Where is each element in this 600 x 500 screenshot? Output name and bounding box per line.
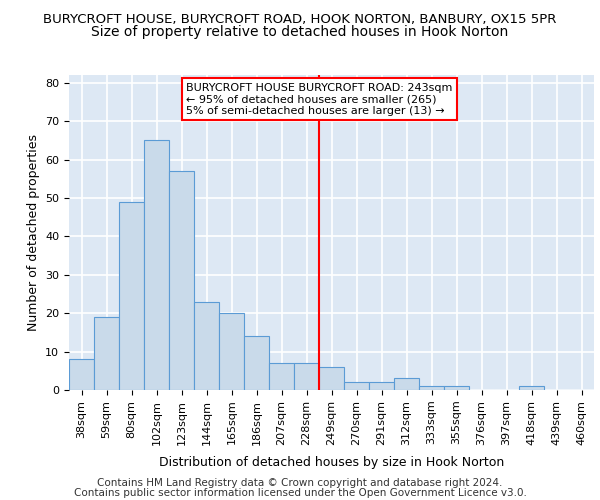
Bar [394,378,419,390]
Bar [69,360,94,390]
Bar [94,317,119,390]
Bar [294,363,319,390]
Bar [369,382,394,390]
Bar [144,140,169,390]
Text: Contains public sector information licensed under the Open Government Licence v3: Contains public sector information licen… [74,488,526,498]
Bar [444,386,469,390]
Text: Contains HM Land Registry data © Crown copyright and database right 2024.: Contains HM Land Registry data © Crown c… [97,478,503,488]
Y-axis label: Number of detached properties: Number of detached properties [26,134,40,331]
Bar [419,386,444,390]
Bar [119,202,144,390]
Bar [169,171,194,390]
Bar [244,336,269,390]
Text: BURYCROFT HOUSE BURYCROFT ROAD: 243sqm
← 95% of detached houses are smaller (265: BURYCROFT HOUSE BURYCROFT ROAD: 243sqm ←… [187,82,453,116]
Bar [344,382,369,390]
Text: BURYCROFT HOUSE, BURYCROFT ROAD, HOOK NORTON, BANBURY, OX15 5PR: BURYCROFT HOUSE, BURYCROFT ROAD, HOOK NO… [43,12,557,26]
Text: Size of property relative to detached houses in Hook Norton: Size of property relative to detached ho… [91,25,509,39]
Bar [269,363,294,390]
Bar [194,302,219,390]
Bar [219,313,244,390]
Bar [319,367,344,390]
X-axis label: Distribution of detached houses by size in Hook Norton: Distribution of detached houses by size … [159,456,504,469]
Bar [519,386,544,390]
